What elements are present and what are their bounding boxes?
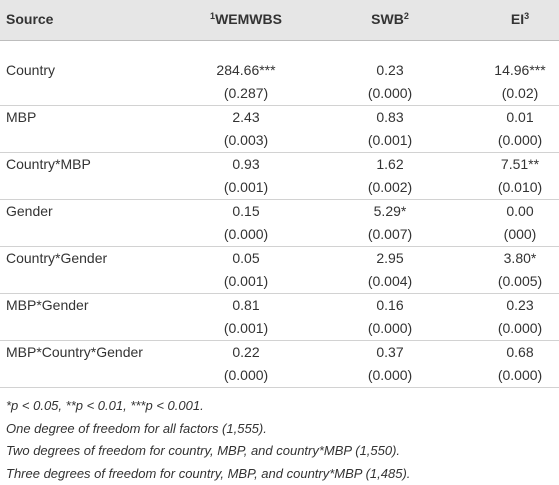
cell-se: (0.001) [367, 132, 413, 148]
footnote: Three degrees of freedom for country, MB… [6, 465, 411, 481]
header-label: EI [510, 11, 525, 27]
cell-value: 0.81 [232, 297, 260, 313]
cell-value: 0.01 [506, 109, 534, 125]
row-source: MBP [6, 109, 37, 125]
cell-se: (0.002) [367, 179, 413, 195]
cell-value: 0.23 [376, 62, 404, 78]
cell-se: (0.000) [497, 367, 543, 383]
header-source: Source [6, 11, 54, 27]
cell-value: 3.80* [503, 250, 537, 266]
cell-value: 0.68 [506, 344, 534, 360]
row-separator [0, 387, 559, 388]
cell-value: 1.62 [376, 156, 404, 172]
cell-value: 284.66*** [216, 62, 276, 78]
superscript: 3 [524, 11, 530, 21]
cell-se: (0.000) [367, 85, 413, 101]
row-separator [0, 293, 559, 294]
footnote: Two degrees of freedom for country, MBP,… [6, 443, 401, 458]
cell-se: (0.003) [223, 132, 269, 148]
cell-value: 2.43 [232, 109, 260, 125]
cell-se: (0.010) [497, 179, 543, 195]
footnote: *p < 0.05, **p < 0.01, ***p < 0.001. [6, 398, 204, 413]
cell-se: (0.000) [497, 132, 543, 148]
row-source: Gender [6, 203, 53, 219]
cell-se: (0.287) [223, 85, 269, 101]
row-separator [0, 152, 559, 153]
cell-value: 0.15 [232, 203, 260, 219]
cell-se: (0.000) [223, 367, 269, 383]
cell-value: 7.51** [500, 156, 540, 172]
cell-se: (0.02) [501, 85, 539, 101]
cell-se: (0.000) [367, 320, 413, 336]
cell-se: (0.005) [497, 273, 543, 289]
header-label: SWB [371, 11, 404, 27]
header-ei: EI3 [511, 10, 529, 28]
cell-value: 0.00 [506, 203, 534, 219]
row-source: Country [6, 62, 56, 78]
cell-value: 0.23 [506, 297, 534, 313]
row-source: Country*MBP [6, 156, 91, 172]
cell-value: 5.29* [373, 203, 407, 219]
superscript: 2 [403, 11, 409, 21]
row-source: MBP*Gender [6, 297, 89, 313]
header-label: WEMWBS [215, 11, 282, 27]
row-separator [0, 199, 559, 200]
header-row [0, 0, 559, 41]
cell-value: 0.37 [376, 344, 404, 360]
cell-se: (0.004) [367, 273, 413, 289]
cell-value: 0.05 [232, 250, 260, 266]
cell-se: (0.001) [223, 320, 269, 336]
cell-se: (0.007) [367, 226, 413, 242]
row-source: MBP*Country*Gender [6, 344, 143, 360]
row-source: Country*Gender [6, 250, 108, 266]
cell-se: (0.001) [223, 179, 269, 195]
row-separator [0, 340, 559, 341]
cell-se: (0.000) [223, 226, 269, 242]
cell-se: (0.000) [367, 367, 413, 383]
cell-se: (000) [503, 226, 537, 242]
cell-se: (0.000) [497, 320, 543, 336]
cell-value: 0.93 [232, 156, 260, 172]
cell-value: 0.22 [232, 344, 260, 360]
cell-value: 0.83 [376, 109, 404, 125]
row-separator [0, 246, 559, 247]
footnote: One degree of freedom for all factors (1… [6, 420, 267, 436]
superscript: 1 [210, 11, 216, 21]
header-wemwbs: 1WEMWBS [210, 10, 282, 28]
cell-se: (0.001) [223, 273, 269, 289]
cell-value: 14.96*** [494, 62, 546, 78]
row-separator [0, 105, 559, 106]
header-swb: SWB2 [371, 10, 409, 28]
cell-value: 2.95 [376, 250, 404, 266]
cell-value: 0.16 [376, 297, 404, 313]
